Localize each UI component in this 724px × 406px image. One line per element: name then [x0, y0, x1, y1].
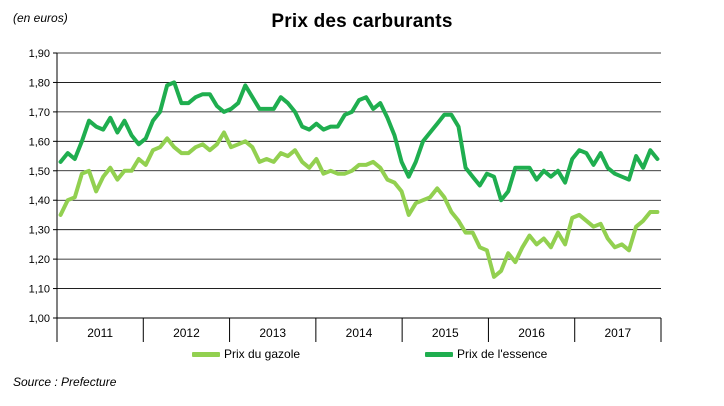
x-tick-label: 2015 [432, 326, 459, 340]
y-tick-label: 1,40 [29, 195, 50, 207]
y-tick-label: 1,80 [29, 77, 50, 89]
y-tick-labels: 1,00 1,10 1,20 1,30 1,40 1,50 1,60 1,70 1,80 1,90 [29, 48, 50, 325]
y-tick-label: 1,00 [29, 313, 50, 325]
legend: Prix du gazole Prix de l'essence [0, 347, 724, 365]
x-tick-labels: 2011 2012 2013 2014 2015 2016 2017 [87, 326, 631, 340]
legend-label-gazole: Prix du gazole [224, 347, 301, 361]
legend-item-gazole: Prix du gazole [192, 347, 300, 361]
series-line-gazole [58, 130, 660, 279]
x-tick-label: 2013 [259, 326, 286, 340]
x-tick-label: 2012 [173, 326, 200, 340]
chart-title: Prix des carburants [271, 11, 453, 32]
legend-item-essence: Prix de l'essence [425, 347, 547, 361]
x-tick-label: 2011 [87, 326, 113, 340]
y-tick-label: 1,30 [29, 225, 50, 237]
source-note: Source : Prefecture [13, 375, 117, 389]
x-tick-label: 2017 [605, 326, 632, 340]
y-tick-label: 1,70 [29, 107, 50, 119]
gridlines [57, 52, 661, 289]
unit-note: (en euros) [13, 11, 68, 25]
y-tick-label: 1,20 [29, 254, 50, 266]
y-tick-label: 1,10 [29, 284, 50, 296]
legend-label-essence: Prix de l'essence [457, 347, 548, 361]
axes [53, 52, 662, 342]
legend-swatch-essence [425, 351, 453, 357]
series-line-essence [58, 80, 660, 203]
series-lines [58, 80, 660, 279]
x-tick-label: 2016 [518, 326, 545, 340]
y-tick-label: 1,60 [29, 136, 50, 148]
legend-swatch-gazole [192, 351, 220, 357]
x-tick-label: 2014 [346, 326, 373, 340]
y-tick-label: 1,50 [29, 166, 50, 178]
y-tick-label: 1,90 [29, 48, 50, 60]
